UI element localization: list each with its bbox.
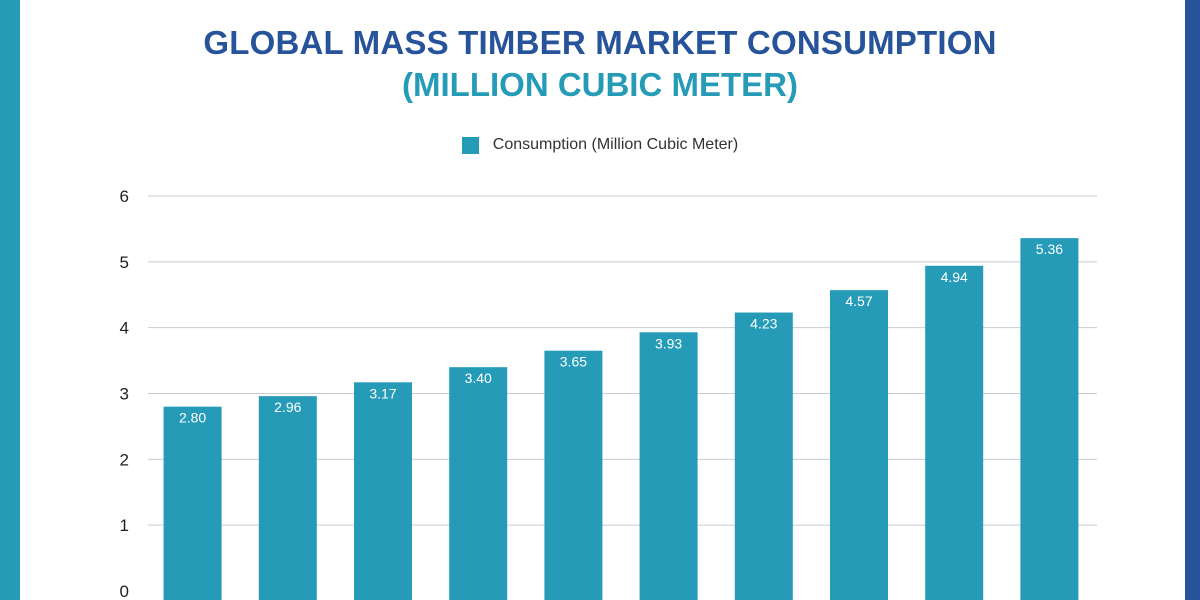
- y-tick-label: 4: [120, 319, 129, 338]
- y-tick-label: 1: [120, 516, 129, 535]
- bar-value-label: 4.94: [941, 269, 968, 285]
- chart-title: GLOBAL MASS TIMBER MARKET CONSUMPTION: [203, 24, 997, 61]
- bar: [258, 396, 317, 600]
- bar-value-label: 2.96: [274, 399, 301, 415]
- bar: [354, 382, 412, 600]
- bar-value-label: 3.93: [655, 335, 682, 351]
- right-edge-stripe: [1185, 0, 1200, 600]
- bar-value-label: 3.65: [560, 354, 587, 370]
- bar-value-label: 3.17: [369, 385, 396, 401]
- bar: [925, 265, 984, 600]
- bar-value-label: 3.40: [465, 370, 492, 386]
- bar: [639, 332, 698, 600]
- bar: [830, 290, 888, 600]
- left-edge-stripe: [0, 0, 20, 600]
- chart-legend: Consumption (Million Cubic Meter): [0, 136, 1200, 154]
- y-tick-label: 2: [120, 450, 129, 469]
- y-tick-label: 5: [120, 253, 129, 272]
- bar: [1020, 238, 1079, 600]
- y-tick-label: 3: [120, 385, 129, 404]
- bar-value-label: 5.36: [1036, 241, 1063, 257]
- bar-value-label: 4.23: [750, 316, 777, 332]
- chart-subtitle: (MILLION CUBIC METER): [402, 66, 798, 103]
- y-tick-label: 0: [120, 582, 129, 600]
- y-tick-label: 6: [120, 187, 129, 206]
- bar: [163, 406, 222, 600]
- bar-value-label: 4.57: [845, 293, 872, 309]
- bar: [449, 367, 508, 600]
- legend-swatch: [461, 136, 479, 154]
- bar: [734, 312, 793, 600]
- bar-value-label: 2.80: [179, 410, 206, 426]
- bar: [544, 350, 603, 600]
- legend-label: Consumption (Million Cubic Meter): [492, 136, 739, 153]
